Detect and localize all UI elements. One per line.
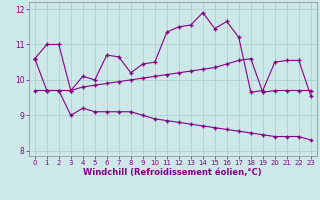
X-axis label: Windchill (Refroidissement éolien,°C): Windchill (Refroidissement éolien,°C) bbox=[84, 168, 262, 177]
